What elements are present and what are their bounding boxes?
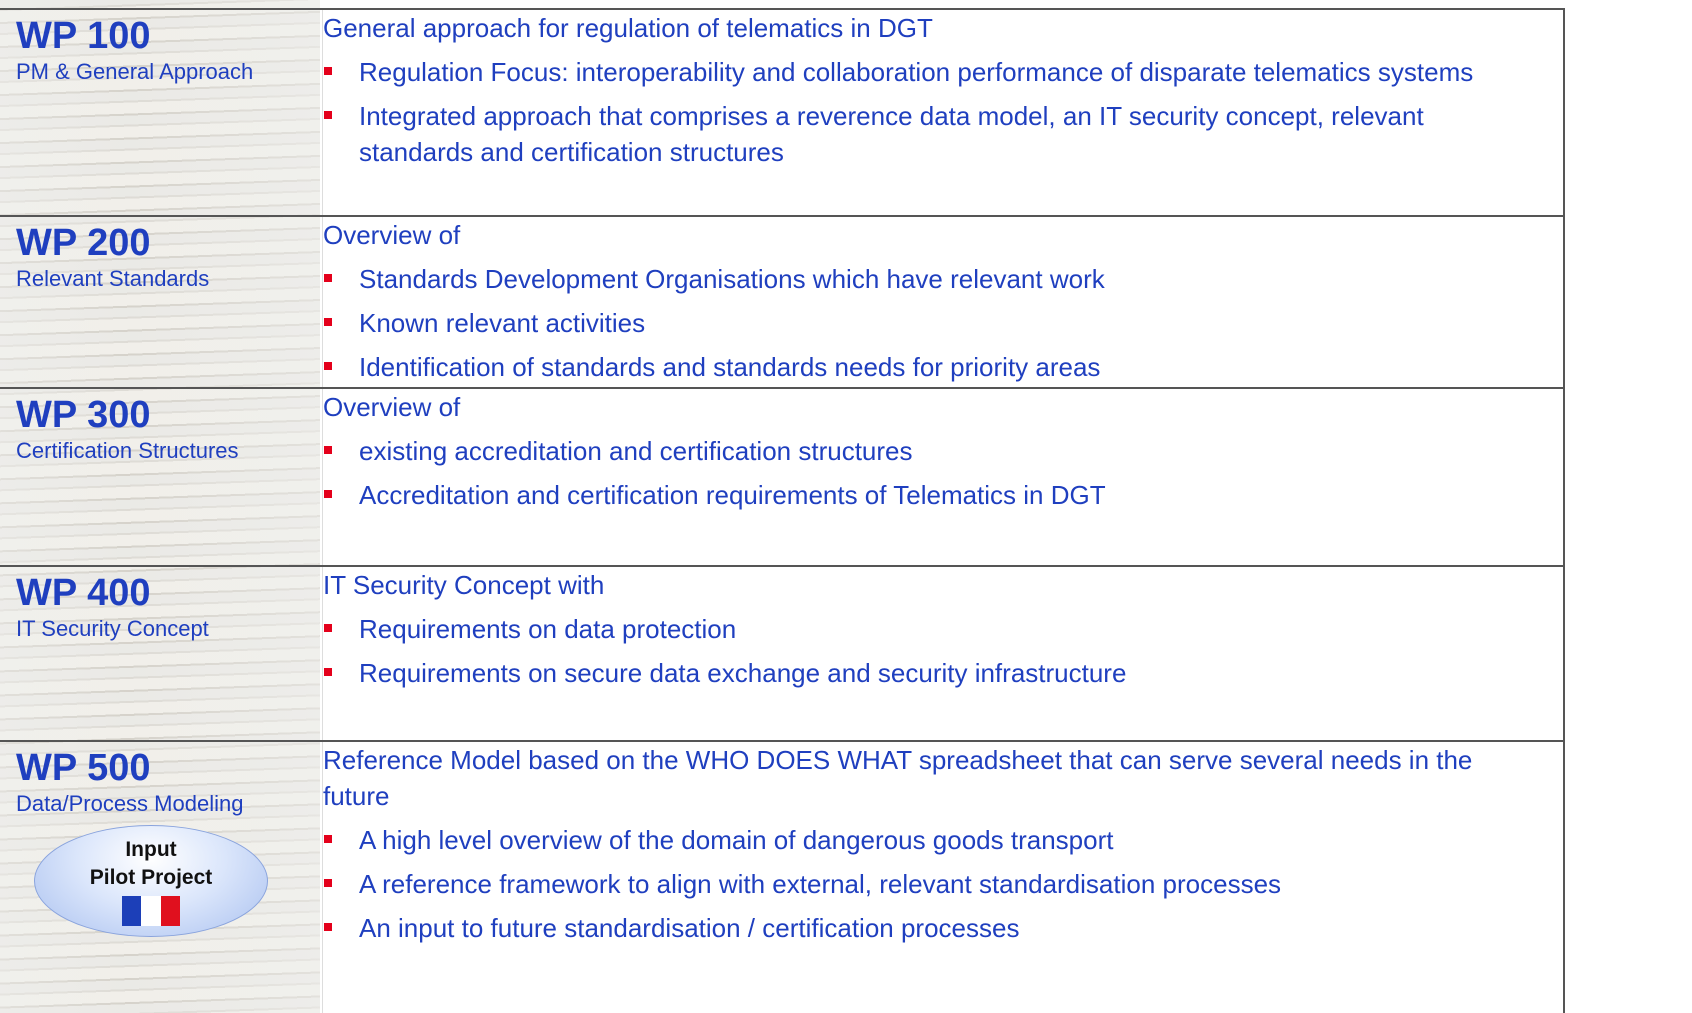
french-flag	[122, 896, 180, 926]
intro-text: Overview of	[323, 392, 461, 422]
package-cell: WP 200 Relevant Standards	[16, 217, 209, 293]
bullet-item: Regulation Focus: interoperability and c…	[323, 54, 1523, 90]
package-id: WP 300	[16, 394, 151, 436]
intro-text: Overview of	[323, 220, 461, 250]
description-cell: Overview of existing accreditation and ce…	[322, 389, 1565, 565]
package-cell: WP 500 Data/Process Modeling	[16, 742, 243, 818]
package-id: WP 500	[16, 747, 151, 789]
intro-text: Reference Model based on the WHO DOES WH…	[323, 745, 1473, 811]
bullet-item: A high level overview of the domain of d…	[323, 822, 1523, 858]
bullet-item: existing accreditation and certification…	[323, 433, 1523, 469]
description-cell: Overview of Standards Development Organis…	[322, 217, 1565, 387]
table-row: WP 100 PM & General Approach General appro…	[0, 8, 1565, 215]
bullet-item: Requirements on data protection	[323, 611, 1523, 647]
pilot-badge: Input Pilot Project	[34, 825, 268, 937]
bullet-item: Integrated approach that comprises a rev…	[323, 98, 1523, 170]
package-cell: WP 400 IT Security Concept	[16, 567, 209, 643]
package-subtitle: Certification Structures	[16, 438, 239, 463]
package-subtitle: IT Security Concept	[16, 616, 209, 641]
description-cell: General approach for regulation of telem…	[322, 10, 1565, 215]
paper-stack-background	[0, 0, 320, 1013]
bullet-item: Known relevant activities	[323, 305, 1523, 341]
table-row: WP 400 IT Security Concept IT Security Con…	[0, 565, 1565, 740]
table-row: WP 500 Data/Process Modeling Reference Mod…	[0, 740, 1565, 1013]
package-cell: WP 300 Certification Structures	[16, 389, 239, 465]
package-id: WP 100	[16, 15, 151, 57]
bullet-item: Requirements on secure data exchange and…	[323, 655, 1523, 691]
package-id: WP 200	[16, 222, 151, 264]
package-id: WP 400	[16, 572, 151, 614]
intro-text: IT Security Concept with	[323, 570, 605, 600]
table-row: WP 300 Certification Structures Overview o…	[0, 387, 1565, 565]
description-cell: IT Security Concept with Requirements on …	[322, 567, 1565, 740]
bullet-item: An input to future standardisation / cer…	[323, 910, 1523, 946]
package-subtitle: PM & General Approach	[16, 59, 254, 84]
badge-line: Input	[125, 838, 177, 861]
package-subtitle: Data/Process Modeling	[16, 791, 244, 816]
package-cell: WP 100 PM & General Approach	[16, 10, 253, 86]
badge-line: Pilot Project	[89, 866, 213, 889]
bullet-item: Identification of standards and standard…	[323, 349, 1523, 385]
bullet-item: Accreditation and certification requirem…	[323, 477, 1523, 513]
description-cell: Reference Model based on the WHO DOES WH…	[322, 742, 1565, 1013]
table-row: WP 200 Relevant Standards Overview of Stand…	[0, 215, 1565, 387]
bullet-item: Standards Development Organisations whic…	[323, 261, 1523, 297]
package-subtitle: Relevant Standards	[16, 266, 210, 291]
bullet-item: A reference framework to align with exte…	[323, 866, 1523, 902]
intro-text: General approach for regulation of telem…	[323, 13, 933, 43]
